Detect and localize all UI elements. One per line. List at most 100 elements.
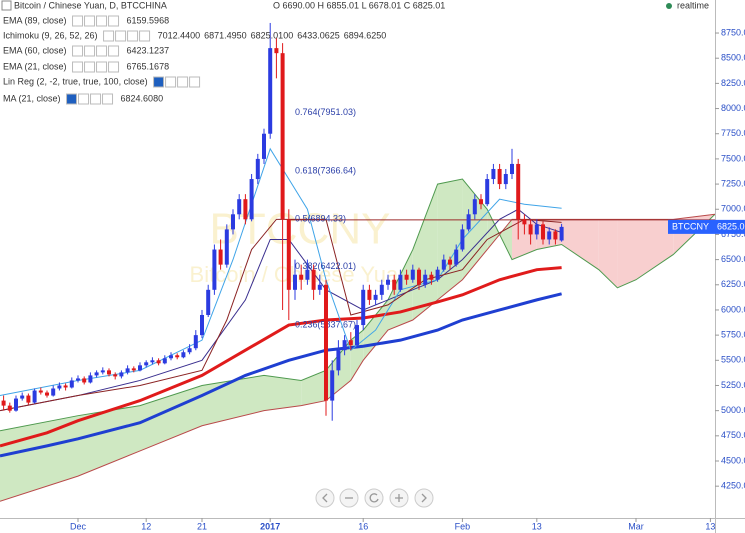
candle-body [119,372,124,377]
indicator-button [177,76,189,88]
legend-collapse [1,0,12,11]
nav-icons [322,493,427,503]
y-tick-label: 8250.00 [721,78,745,88]
watermark-symbol: BTCCNY [210,205,391,254]
candle-body [224,229,229,265]
indicator-button [66,93,78,105]
indicator-name: MA (21, close) [3,93,61,103]
candle-body [460,229,465,250]
candle-body [516,163,521,220]
candle-body [330,370,335,401]
indicator-name: EMA (60, close) [3,45,67,55]
candle-body [20,395,25,399]
candle-body [137,365,142,371]
candle-body [44,392,49,396]
candle-body [181,352,186,358]
y-tick-label: 6500.00 [721,254,745,264]
fib-label: 0.5(6894.33) [295,213,346,223]
candle-body [348,340,353,346]
candle-body [528,224,533,235]
indicator-button [103,30,115,42]
cloud-segment [0,415,78,502]
indicator-button [84,45,96,57]
indicator-name: EMA (21, close) [3,61,67,71]
legend: Bitcoin / Chinese Yuan, D, BTCCHINA O 669… [1,0,445,105]
candle-body [168,355,173,359]
candle-body [82,378,87,383]
candle-body [386,279,391,285]
span-b-line [0,213,716,502]
candle-body [51,388,56,396]
ohlc: O 6690.00 H 6855.01 L 6678.01 C 6825.01 [273,0,445,10]
candle-body [237,199,242,215]
indicator-value: 6159.5968 [127,15,170,25]
candle-body [472,199,477,215]
candle-body [88,375,93,383]
indicator-button [153,76,165,88]
y-tick-label: 8000.00 [721,103,745,113]
indicator-button [108,45,120,57]
y-tick-label: 6250.00 [721,279,745,289]
candle-body [541,224,546,240]
indicator-value: 6765.1678 [127,61,170,71]
candle-body [286,219,291,290]
candle-body [497,168,502,185]
indicator-name: EMA (89, close) [3,15,67,25]
candle-body [113,374,118,377]
indicator-line [0,147,562,397]
candle-body [13,398,18,411]
candle-body [32,390,37,403]
candle-body [342,340,347,351]
candle-body [280,53,285,220]
candle-body [193,335,198,349]
x-tick-label: 13 [705,521,715,531]
candle-body [175,355,180,358]
x-tick-label: Feb [455,521,471,531]
cloud-segment [561,219,599,270]
status-dot [666,3,672,9]
indicator-value: 7012.4400 [158,30,201,40]
y-tick-label: 4250.00 [721,481,745,491]
y-tick-label: 7000.00 [721,204,745,214]
indicator-button [78,93,90,105]
y-tick-label: 5500.00 [721,355,745,365]
candle-body [162,358,167,364]
plot: 0.764(7951.03) 0.618(7366.64) 0.5(6894.33)… [0,22,716,502]
icon-right [421,493,427,503]
cloud-segment [636,219,674,280]
candle-body [361,289,366,326]
candle-body [522,219,527,225]
fib-label: 0.764(7951.03) [295,107,356,117]
fib-label: 0.618(7366.64) [295,166,356,176]
x-tick-label: Mar [628,521,644,531]
candle-body [324,284,329,401]
indicator-value: 6423.1237 [127,45,170,55]
y-tick-label: 5000.00 [721,405,745,415]
candle-body [429,274,434,280]
candle-body [454,249,459,265]
indicator-button [102,93,114,105]
y-tick-label: 7250.00 [721,178,745,188]
candle-body [131,368,136,371]
x-tick-label: 16 [358,521,368,531]
candle-body [293,274,298,290]
indicator-button [108,15,120,27]
candle-body [206,289,211,315]
indicator-button [127,30,139,42]
y-tick-label: 5250.00 [721,380,745,390]
indicator-button [72,15,84,27]
scroll-left-button[interactable] [315,488,335,508]
scroll-right-button[interactable] [414,488,434,508]
y-tick-label: 7750.00 [721,128,745,138]
indicator-button [189,76,201,88]
y-tick-label: 5750.00 [721,330,745,340]
indicator-value: 6871.4950 [204,30,247,40]
candle-body [94,372,99,376]
reset-button[interactable] [364,488,384,508]
indicator-line [0,208,562,412]
candle-body [38,390,43,393]
candle-body [311,269,316,290]
y-tick-label: 7500.00 [721,153,745,163]
candle-body [355,325,360,346]
symbol-title: Bitcoin / Chinese Yuan, D, BTCCHINA [14,0,167,10]
